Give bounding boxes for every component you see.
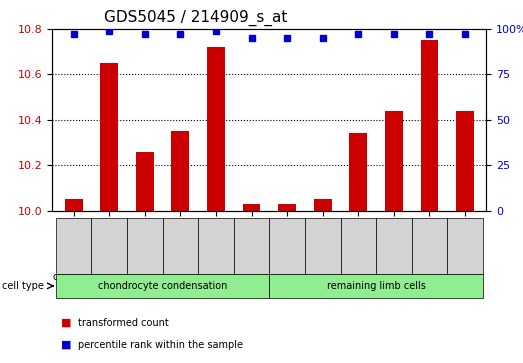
FancyBboxPatch shape — [376, 218, 412, 274]
FancyBboxPatch shape — [56, 274, 269, 298]
FancyBboxPatch shape — [269, 218, 305, 274]
FancyBboxPatch shape — [234, 218, 269, 274]
Text: chondrocyte condensation: chondrocyte condensation — [98, 281, 228, 291]
Text: ■: ■ — [61, 340, 72, 350]
Bar — [100, 63, 118, 211]
Text: cell type: cell type — [53, 272, 95, 282]
FancyBboxPatch shape — [447, 218, 483, 274]
Text: GDS5045 / 214909_s_at: GDS5045 / 214909_s_at — [105, 10, 288, 26]
FancyBboxPatch shape — [127, 218, 163, 274]
Bar — [385, 111, 403, 211]
Bar — [349, 134, 367, 211]
FancyBboxPatch shape — [305, 218, 340, 274]
Bar — [278, 204, 296, 211]
Bar — [207, 47, 225, 211]
Bar — [243, 204, 260, 211]
Bar — [65, 199, 83, 211]
Text: ■: ■ — [61, 318, 72, 328]
Bar — [420, 40, 438, 211]
Bar — [172, 131, 189, 211]
Bar — [314, 199, 332, 211]
Text: remaining limb cells: remaining limb cells — [327, 281, 426, 291]
Bar — [136, 152, 154, 211]
FancyBboxPatch shape — [198, 218, 234, 274]
FancyBboxPatch shape — [340, 218, 376, 274]
Bar — [456, 111, 474, 211]
FancyBboxPatch shape — [269, 274, 483, 298]
FancyBboxPatch shape — [163, 218, 198, 274]
FancyBboxPatch shape — [92, 218, 127, 274]
Text: transformed count: transformed count — [78, 318, 169, 328]
FancyBboxPatch shape — [56, 218, 92, 274]
FancyBboxPatch shape — [412, 218, 447, 274]
Text: percentile rank within the sample: percentile rank within the sample — [78, 340, 243, 350]
Text: cell type: cell type — [2, 281, 43, 291]
